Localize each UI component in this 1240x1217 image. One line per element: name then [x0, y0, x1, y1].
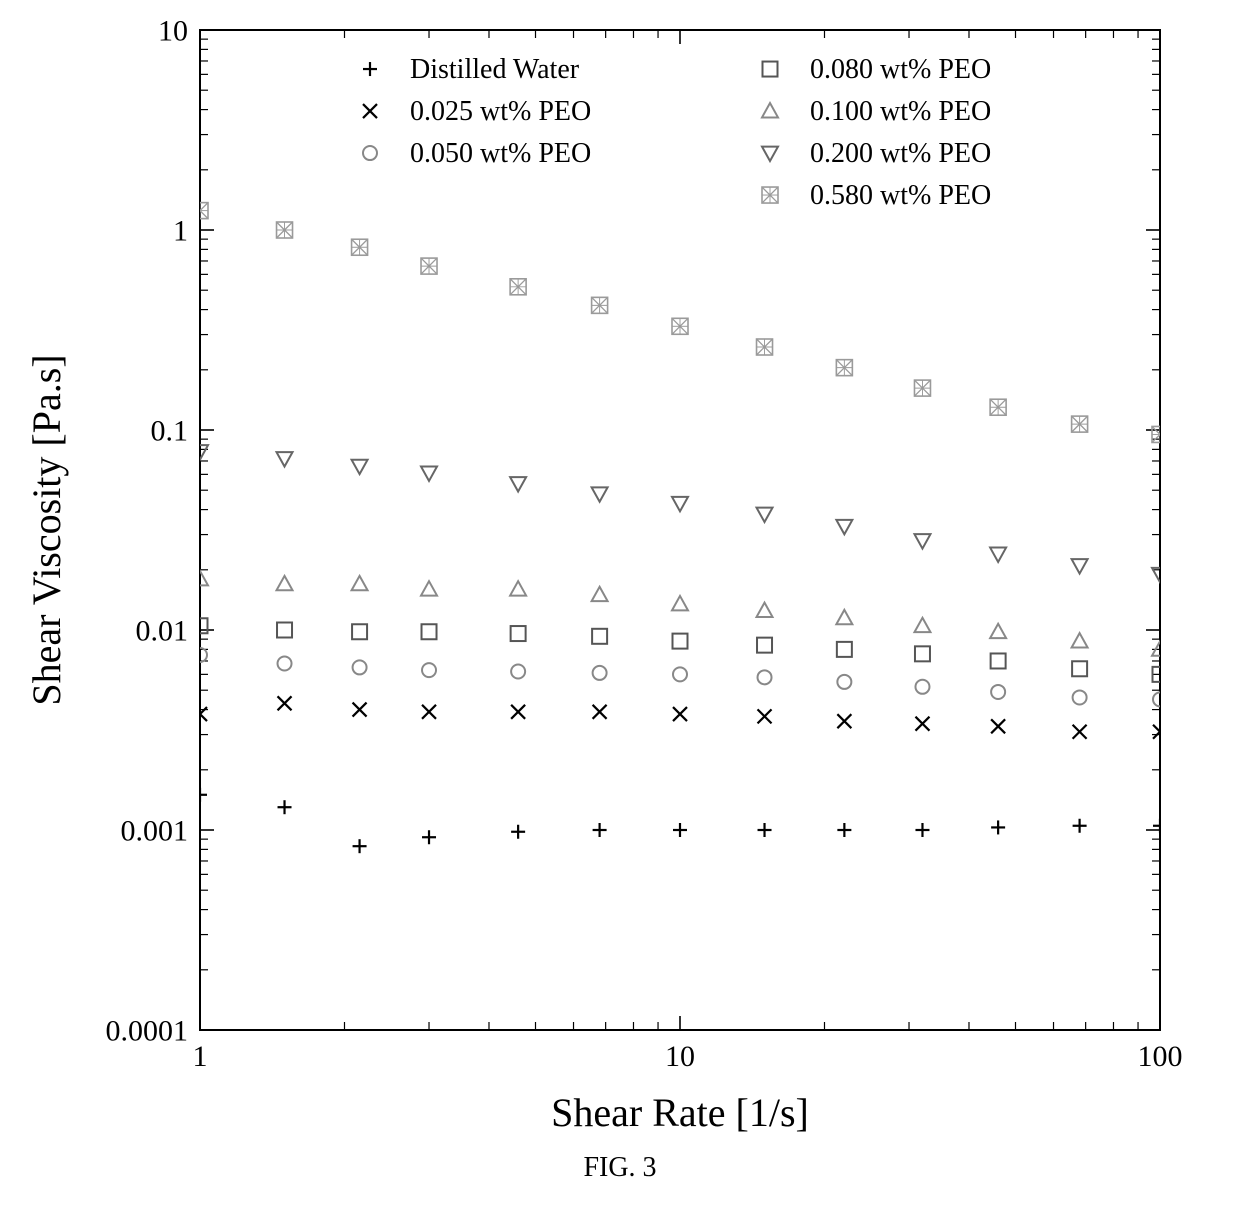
legend-label: 0.080 wt% PEO — [810, 54, 991, 85]
legend-label: Distilled Water — [410, 54, 580, 85]
xtick-label: 10 — [665, 1040, 695, 1073]
legend-label: 0.200 wt% PEO — [810, 138, 991, 169]
xtick-label: 100 — [1138, 1040, 1183, 1073]
figure-caption: FIG. 3 — [583, 1152, 656, 1183]
legend-label: 0.100 wt% PEO — [810, 96, 991, 127]
ytick-label: 0.0001 — [106, 1015, 189, 1048]
legend-label: 0.580 wt% PEO — [810, 180, 991, 211]
chart-svg: 1 10 100 0.0001 0.001 0.01 0.1 1 10 Shear Rate [1… — [0, 0, 1240, 1217]
figure-root: 1 10 100 0.0001 0.001 0.01 0.1 1 10 Shear Rate [1… — [0, 0, 1240, 1217]
ytick-label: 0.1 — [151, 415, 189, 448]
legend-label: 0.050 wt% PEO — [410, 138, 591, 169]
ytick-label: 10 — [158, 15, 188, 48]
xtick-label: 1 — [193, 1040, 208, 1073]
ytick-label: 0.001 — [121, 815, 189, 848]
ytick-label: 1 — [173, 215, 188, 248]
x-axis-label: Shear Rate [1/s] — [551, 1090, 809, 1135]
y-axis-label: Shear Viscosity [Pa.s] — [24, 354, 69, 705]
legend-label: 0.025 wt% PEO — [410, 96, 591, 127]
ytick-label: 0.01 — [136, 615, 189, 648]
